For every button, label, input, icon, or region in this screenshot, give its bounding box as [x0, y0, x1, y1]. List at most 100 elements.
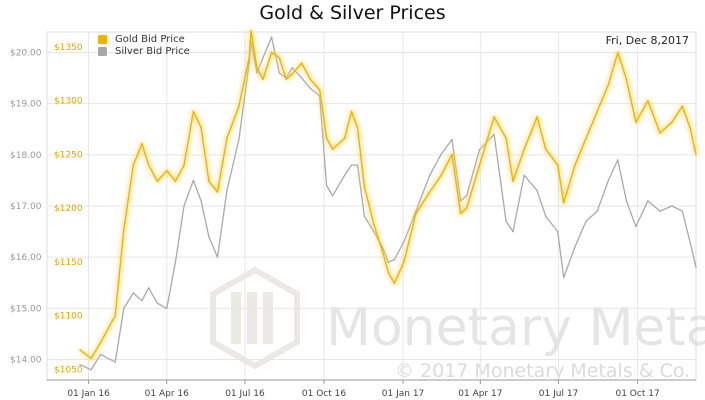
- data-point-silver: [625, 200, 628, 202]
- y-tick-label-gold: $1250: [54, 150, 83, 160]
- data-point-silver: [681, 210, 683, 212]
- x-tick-label: 01 Jul 16: [225, 389, 265, 399]
- data-point-silver: [309, 87, 311, 89]
- data-point-silver: [208, 236, 210, 238]
- data-point-silver: [226, 189, 228, 192]
- data-point-gold: [123, 228, 125, 231]
- legend-item-gold[interactable]: Gold Bid Price: [98, 34, 185, 45]
- data-point-gold: [607, 83, 610, 86]
- data-point-gold: [556, 164, 559, 166]
- data-point-gold: [459, 212, 462, 215]
- data-point-silver: [256, 72, 258, 74]
- data-point-silver: [415, 210, 417, 212]
- data-point-gold: [270, 51, 273, 54]
- y-tick-label-left: $14.00: [10, 356, 42, 366]
- data-point-silver: [459, 200, 462, 202]
- y-tick-label-gold: $1100: [54, 312, 83, 322]
- data-point-gold: [325, 137, 328, 140]
- data-point-silver: [262, 56, 264, 59]
- data-point-silver: [250, 41, 252, 43]
- data-point-silver: [291, 67, 293, 69]
- y-tick-label-gold: $1050: [54, 365, 83, 375]
- data-point-gold: [562, 201, 565, 204]
- data-point-silver: [440, 154, 442, 156]
- data-point-gold: [285, 78, 287, 81]
- data-point-gold: [278, 56, 281, 59]
- data-point-gold: [216, 191, 219, 193]
- data-point-silver: [393, 259, 396, 261]
- data-point-silver: [123, 307, 125, 310]
- data-point-silver: [523, 174, 525, 176]
- data-point-gold: [403, 261, 405, 263]
- data-point-silver: [493, 133, 495, 136]
- x-tick-label: 01 Oct 16: [302, 389, 346, 399]
- watermark: Monetary Metals © 2017 Monetary Metals &…: [210, 266, 705, 382]
- data-point-gold: [451, 153, 453, 156]
- data-point-silver: [544, 215, 547, 217]
- x-tick-label: 01 Apr 16: [145, 389, 189, 399]
- data-point-gold: [647, 99, 649, 102]
- data-point-silver: [325, 184, 328, 187]
- data-point-gold: [343, 137, 346, 140]
- y-tick-label-gold: $1150: [54, 258, 83, 268]
- data-point-gold: [381, 250, 384, 252]
- y-tick-label-gold: $1350: [54, 43, 83, 53]
- chart-title: Gold & Silver Prices: [259, 2, 446, 24]
- data-point-gold: [309, 78, 312, 81]
- y-tick-label-left: $17.00: [10, 202, 42, 212]
- data-point-silver: [318, 95, 321, 97]
- data-point-silver: [156, 302, 159, 304]
- data-point-gold: [79, 349, 81, 351]
- data-point-gold: [356, 126, 359, 129]
- data-point-silver: [671, 205, 673, 207]
- data-point-gold: [505, 137, 507, 140]
- data-point-silver: [607, 179, 610, 182]
- data-point-silver: [174, 261, 177, 263]
- data-point-silver: [617, 159, 619, 161]
- data-point-silver: [216, 256, 219, 258]
- data-point-gold: [291, 73, 294, 75]
- data-point-gold: [300, 62, 303, 64]
- data-point-silver: [428, 174, 431, 176]
- y-tick-label-gold: $1300: [54, 97, 83, 107]
- legend-label-silver: Silver Bid Price: [115, 46, 190, 57]
- data-point-silver: [478, 149, 481, 151]
- data-point-silver: [278, 72, 281, 74]
- data-point-gold: [373, 223, 375, 226]
- data-point-gold: [165, 169, 168, 172]
- copyright-text: © 2017 Monetary Metals & Co.: [395, 360, 690, 382]
- data-point-gold: [689, 126, 691, 129]
- data-point-silver: [350, 164, 353, 166]
- data-point-silver: [403, 241, 405, 243]
- data-point-gold: [695, 153, 697, 156]
- data-point-silver: [192, 179, 195, 182]
- data-point-gold: [596, 110, 598, 113]
- data-point-gold: [141, 142, 143, 145]
- data-point-silver: [238, 138, 240, 141]
- data-point-silver: [635, 225, 637, 228]
- data-point-silver: [373, 230, 375, 233]
- data-point-gold: [363, 185, 366, 188]
- data-point-gold: [465, 207, 468, 209]
- data-point-gold: [523, 148, 525, 150]
- data-point-gold: [659, 132, 661, 134]
- data-point-silver: [166, 307, 168, 310]
- data-point-silver: [556, 230, 559, 233]
- data-point-gold: [90, 357, 92, 360]
- x-tick-label: 01 Oct 17: [615, 389, 659, 399]
- data-point-gold: [183, 164, 185, 166]
- data-point-silver: [148, 287, 150, 289]
- legend-label-gold: Gold Bid Price: [115, 34, 185, 45]
- data-point-gold: [493, 116, 495, 118]
- data-point-gold: [248, 56, 251, 59]
- legend-item-silver[interactable]: Silver Bid Price: [98, 46, 190, 57]
- y-tick-label-left: $20.00: [10, 48, 42, 58]
- data-point-gold: [544, 148, 547, 150]
- data-point-gold: [625, 78, 628, 81]
- data-point-silver: [200, 200, 202, 202]
- data-point-gold: [99, 341, 102, 344]
- data-point-silver: [248, 62, 250, 64]
- legend-swatch-gold: [98, 35, 107, 44]
- data-point-silver: [505, 220, 507, 223]
- data-point-gold: [156, 180, 159, 183]
